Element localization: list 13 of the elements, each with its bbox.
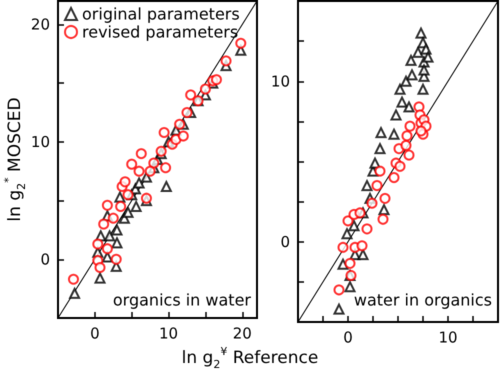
annotation: organics in water [112,290,252,310]
y-axis-title: ln g2* MOSCED [2,97,28,222]
y-tick-label: 20 [30,15,50,34]
y-tick-label: 0 [40,250,50,268]
x-tick-label: 0 [343,328,353,346]
legend-label: original parameters [82,4,240,24]
y-tick-label: 10 [30,132,50,151]
x-tick-label: 10 [159,324,178,342]
legend-label: revised parameters [82,22,238,42]
x-tick-label: 0 [90,324,100,342]
annotation: water in organics [354,290,492,310]
x-tick-label: 10 [438,328,458,346]
x-tick-label: 20 [232,324,252,342]
